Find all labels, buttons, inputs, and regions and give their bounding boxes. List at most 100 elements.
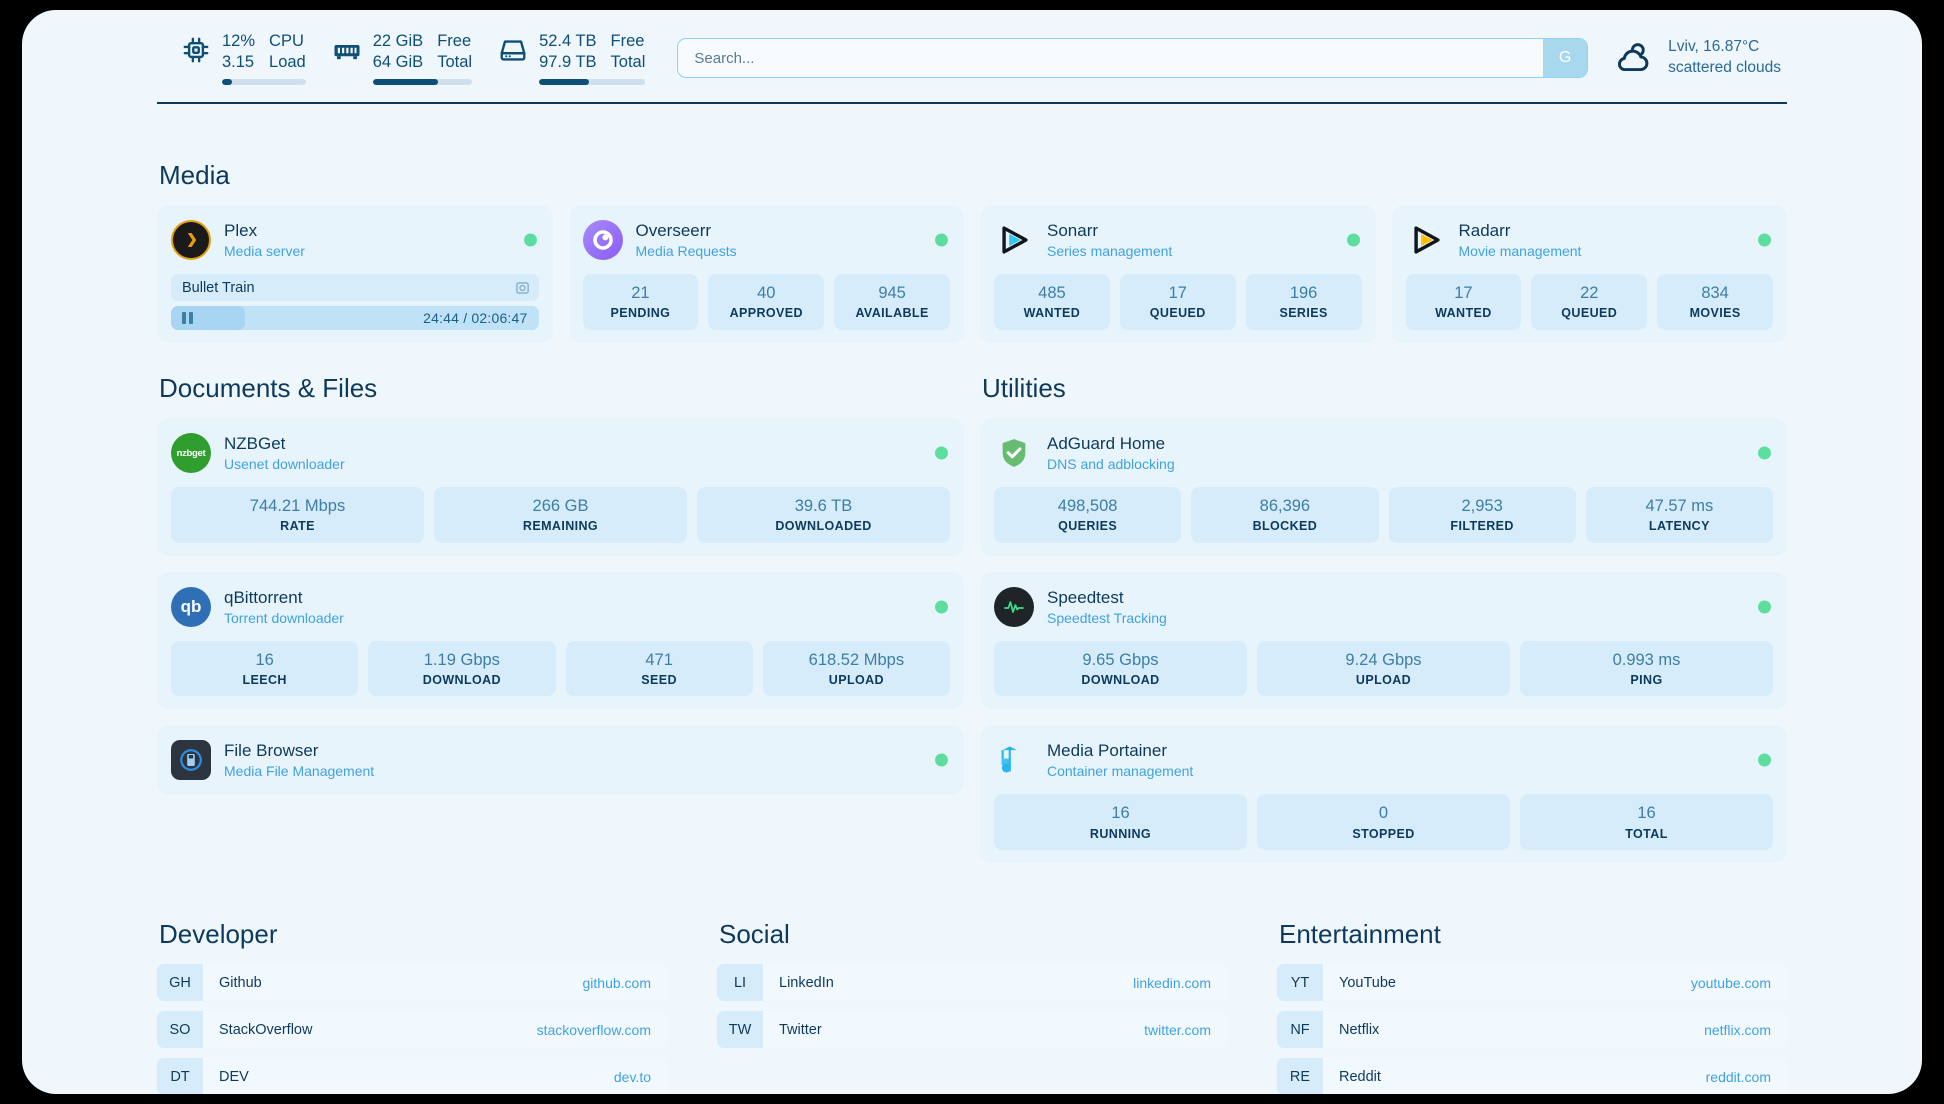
service-description: Media File Management [224, 763, 375, 780]
bookmark-link[interactable]: DT DEV dev.to [157, 1058, 667, 1094]
now-playing-progress-bar[interactable]: 24:44 / 02:06:47 [171, 306, 539, 330]
cpu-usage-bar [222, 79, 306, 86]
stat-value: 471 [645, 650, 673, 669]
service-card-nzbget[interactable]: nzbget NZBGet Usenet downloader 744.21 M… [157, 418, 964, 556]
service-name: File Browser [224, 741, 319, 761]
bookmarks-section: Developer GH Github github.com SO StackO… [157, 919, 1787, 1094]
bookmark-link[interactable]: SO StackOverflow stackoverflow.com [157, 1011, 667, 1049]
stat-value: 17 [1168, 284, 1187, 302]
memory-free-value: 22 GiB [372, 31, 424, 50]
disk-free-value: 52.4 TB [539, 31, 597, 50]
stat-label: REMAINING [522, 519, 599, 534]
stat-tile: 618.52 Mbps UPLOAD [762, 640, 950, 697]
bookmark-link[interactable]: LI LinkedIn linkedin.com [717, 964, 1227, 1002]
service-description: Movie management [1458, 242, 1582, 259]
system-stats-group: 12% 3.15 CPU Load [157, 31, 646, 86]
bookmark-group-title: Entertainment [1279, 919, 1441, 950]
stat-value: 196 [1289, 284, 1318, 302]
memory-label-bottom: Total [437, 53, 473, 71]
stat-value: 485 [1038, 284, 1066, 302]
service-card-plex[interactable]: Plex Media server Bullet Train 24:44 / 0… [157, 205, 553, 343]
bookmark-url: linkedin.com [1133, 974, 1211, 991]
service-card-adguard-home[interactable]: AdGuard Home DNS and adblocking 498,508 … [980, 418, 1787, 556]
disk-icon [498, 35, 528, 65]
status-badge [1758, 600, 1771, 614]
bookmark-url: youtube.com [1690, 974, 1771, 991]
stat-value: 834 [1701, 284, 1729, 302]
search-engine-button[interactable]: G [1543, 39, 1588, 77]
now-playing-title-row: Bullet Train [171, 274, 539, 301]
bookmark-abbr: SO [157, 1011, 203, 1049]
cast-icon[interactable] [515, 280, 530, 295]
stat-tile: 196 SERIES [1245, 274, 1362, 330]
stat-label: DOWNLOADED [775, 519, 872, 534]
service-card-qbittorrent[interactable]: qb qBittorrent Torrent downloader 16 LEE… [157, 571, 964, 710]
portainer-icon [994, 740, 1034, 780]
status-badge [1346, 233, 1360, 247]
cpu-icon [181, 35, 211, 65]
stat-label: MOVIES [1689, 306, 1741, 321]
service-card-radarr[interactable]: Radarr Movie management 17 WANTED 22 QUE… [1391, 205, 1787, 343]
stat-tile: 1.19 Gbps DOWNLOAD [368, 640, 556, 697]
service-card-overseerr[interactable]: Overseerr Media Requests 21 PENDING 40 A… [568, 205, 964, 343]
service-card-file-browser[interactable]: File Browser Media File Management [157, 725, 964, 796]
overseerr-icon [582, 220, 623, 260]
section-media: Media Plex Media server Bullet Train [157, 160, 1787, 343]
bookmark-link[interactable]: YT YouTube youtube.com [1277, 964, 1787, 1002]
stat-tile: 834 MOVIES [1657, 274, 1773, 330]
stat-value: 9.24 Gbps [1345, 650, 1422, 669]
stat-label: SEED [641, 673, 677, 688]
stat-tile: 9.65 Gbps DOWNLOAD [994, 640, 1247, 697]
stat-value: 9.65 Gbps [1082, 650, 1159, 669]
service-name: qBittorrent [224, 587, 303, 607]
stat-value: 86,396 [1259, 497, 1311, 515]
bookmark-name: DEV [219, 1068, 249, 1085]
status-badge [1758, 446, 1771, 460]
stat-label: LEECH [242, 673, 287, 688]
bookmark-link[interactable]: RE Reddit reddit.com [1277, 1058, 1787, 1094]
service-card-media-portainer[interactable]: Media Portainer Container management 16 … [980, 725, 1787, 864]
service-description: Container management [1047, 763, 1194, 780]
bookmark-url: github.com [582, 974, 651, 991]
filebrowser-icon [171, 740, 211, 781]
bookmark-name: LinkedIn [779, 974, 834, 991]
stat-label: UPLOAD [828, 673, 884, 688]
pause-icon[interactable] [182, 312, 193, 324]
service-card-sonarr[interactable]: Sonarr Series management 485 WANTED 17 Q… [980, 205, 1376, 343]
search-area: G [645, 38, 1612, 78]
bookmark-link[interactable]: NF Netflix netflix.com [1277, 1011, 1787, 1049]
stat-tile: 2,953 FILTERED [1388, 487, 1576, 543]
service-description: Torrent downloader [224, 609, 344, 626]
weather-condition: scattered clouds [1668, 59, 1781, 76]
stat-label: FILTERED [1450, 519, 1514, 534]
stat-tile: 22 QUEUED [1531, 274, 1648, 330]
stat-tile: 39.6 TB DOWNLOADED [697, 487, 950, 543]
service-card-speedtest[interactable]: Speedtest Speedtest Tracking 9.65 Gbps D… [980, 571, 1787, 710]
stat-tile: 47.57 ms LATENCY [1585, 487, 1773, 543]
radarr-icon [1406, 220, 1446, 260]
stat-value: 39.6 TB [794, 497, 853, 515]
weather-widget: Lviv, 16.87°C scattered clouds [1612, 37, 1787, 79]
bookmark-abbr: GH [157, 964, 203, 1002]
bookmark-group-title: Social [719, 919, 790, 950]
stat-tile: 471 SEED [565, 640, 753, 697]
stat-value: 0 [1378, 804, 1389, 823]
bookmark-abbr: YT [1277, 964, 1323, 1002]
adguard-icon [994, 433, 1034, 473]
stat-value: 47.57 ms [1645, 497, 1714, 515]
bookmark-link[interactable]: GH Github github.com [157, 964, 667, 1002]
stat-value: 0.993 ms [1612, 650, 1681, 669]
bookmark-link[interactable]: TW Twitter twitter.com [717, 1011, 1227, 1049]
status-badge [935, 446, 948, 460]
system-stat-disk: 52.4 TB 97.9 TB Free Total [498, 31, 646, 86]
bookmark-abbr: NF [1277, 1011, 1323, 1049]
bookmark-name: Netflix [1339, 1021, 1380, 1038]
cpu-label-bottom: Load [269, 53, 306, 71]
search-box[interactable]: G [677, 38, 1589, 78]
stat-label: UPLOAD [1355, 673, 1412, 688]
search-input[interactable] [678, 49, 1544, 67]
bookmark-name: Reddit [1339, 1068, 1381, 1085]
stat-label: AVAILABLE [855, 306, 929, 321]
status-badge [523, 233, 537, 247]
service-name: Plex [224, 220, 258, 240]
